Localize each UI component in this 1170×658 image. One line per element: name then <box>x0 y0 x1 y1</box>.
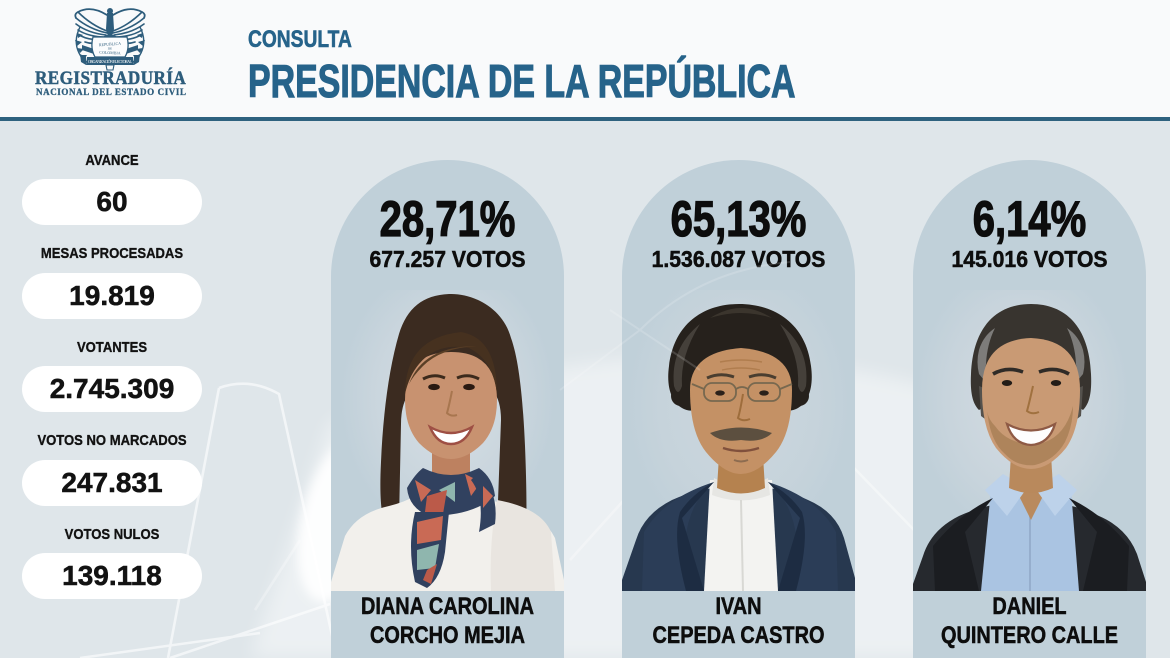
svg-text:DE: DE <box>108 47 113 51</box>
svg-text:REPUBLICA: REPUBLICA <box>99 41 122 48</box>
svg-text:ORGANIZACIÓN ELECTORAL: ORGANIZACIÓN ELECTORAL <box>88 59 132 64</box>
svg-text:COLOMBIA: COLOMBIA <box>99 49 121 55</box>
